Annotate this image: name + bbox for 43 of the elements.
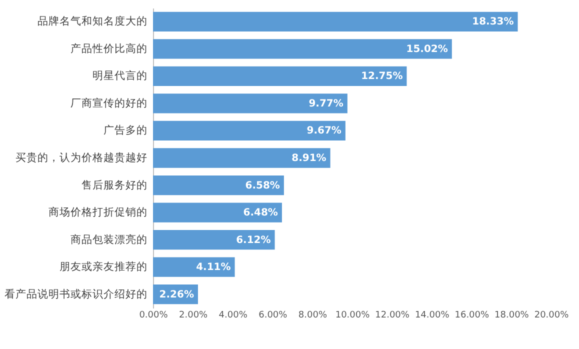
data-label: 6.58% [245,180,280,192]
bar [153,230,275,250]
data-label: 4.11% [196,262,231,274]
data-label: 18.33% [472,16,514,28]
data-label: 8.91% [292,153,326,164]
x-tick-label: 18.00% [494,310,530,320]
y-tick-label: 商品包装漂亮的 [70,232,148,246]
data-label: 9.77% [308,98,344,110]
x-tick-label: 12.00% [375,310,410,320]
y-tick-label: 售后服务好的 [82,178,148,192]
y-tick-label: 买贵的，认为价格越贵越好 [16,151,148,164]
y-tick-label: 朋友或亲友推荐的 [60,260,148,274]
x-tick-label: 4.00% [218,310,248,320]
data-label: 2.26% [159,289,194,300]
bar [153,12,518,32]
x-tick-label: 16.00% [454,310,490,320]
y-tick-label: 看产品说明书或标识介绍好的 [4,287,148,300]
bar [153,202,282,222]
y-tick-label: 明星代言的 [92,69,148,82]
y-tick-label: 广告多的 [104,124,148,137]
y-tick-label: 商场价格打折促销的 [48,206,148,219]
x-tick-label: 14.00% [414,310,450,320]
x-tick-label: 2.00% [179,310,208,320]
bar [153,175,284,196]
bar [153,94,348,114]
x-tick-label: 0.00% [139,310,168,320]
data-label: 12.75% [361,71,403,82]
y-tick-label: 厂商宣传的好的 [70,96,148,110]
data-label: 6.48% [243,208,278,219]
data-label: 6.12% [236,234,271,246]
bar [153,39,452,59]
bar [153,257,235,277]
x-tick-label: 20.00% [534,310,570,320]
bar [153,120,346,141]
bar [153,148,330,168]
x-tick-label: 6.00% [258,310,288,320]
x-tick-label: 10.00% [335,310,370,320]
bar [153,66,407,86]
y-tick-label: 产品性价比高的 [70,42,148,55]
x-tick-label: 8.00% [298,310,328,320]
data-label: 9.67% [306,126,342,137]
y-tick-label: 品牌名气和知名度大的 [38,14,148,28]
data-label: 15.02% [406,44,448,55]
